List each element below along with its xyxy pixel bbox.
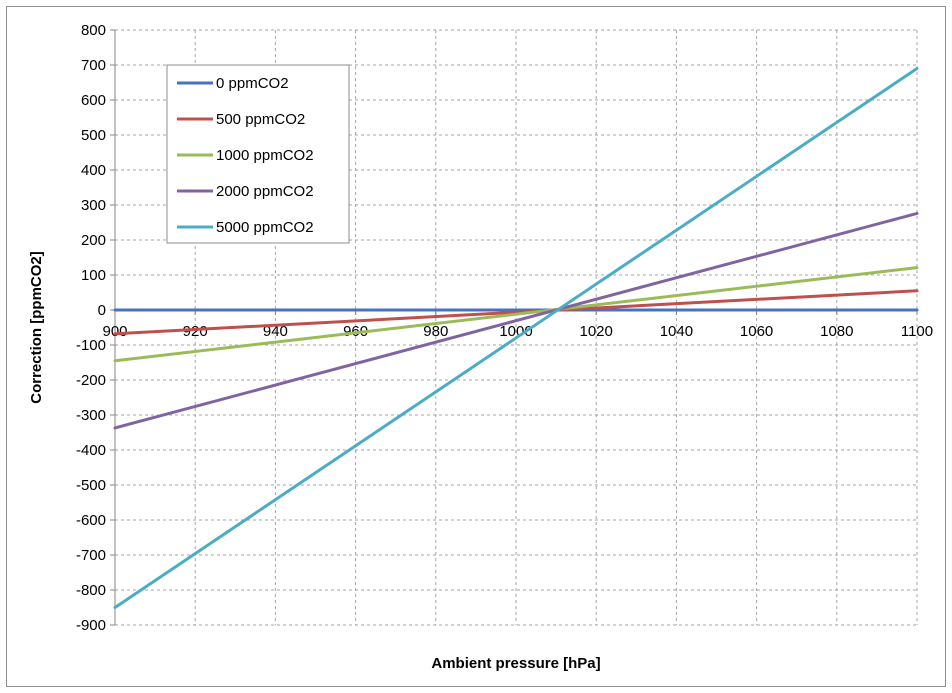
y-tick-label: 800 bbox=[81, 22, 106, 39]
x-tick-label: 1040 bbox=[660, 323, 693, 340]
y-tick-label: -200 bbox=[76, 372, 106, 389]
y-tick-label: 300 bbox=[81, 197, 106, 214]
x-tick-label: 940 bbox=[263, 323, 288, 340]
x-axis-label: Ambient pressure [hPa] bbox=[431, 655, 600, 672]
legend-label: 1000 ppmCO2 bbox=[216, 147, 314, 164]
x-tick-label: 900 bbox=[102, 323, 127, 340]
y-tick-label: 200 bbox=[81, 232, 106, 249]
y-tick-label: -400 bbox=[76, 442, 106, 459]
y-tick-label: 0 bbox=[98, 302, 106, 319]
legend-label: 5000 ppmCO2 bbox=[216, 219, 314, 236]
x-tick-label: 1080 bbox=[820, 323, 853, 340]
x-tick-labels: 900 920 940 960 980 1000 1020 1040 1060 1080 1100 bbox=[102, 323, 933, 340]
series-lines bbox=[113, 67, 919, 609]
x-tick-label: 980 bbox=[423, 323, 448, 340]
series-line bbox=[113, 67, 919, 609]
series-line bbox=[113, 289, 919, 336]
legend-label: 0 ppmCO2 bbox=[216, 75, 289, 92]
y-tick-labels: 800 700 600 500 400 300 200 100 0 -100 -200 -300 -40… bbox=[76, 22, 106, 634]
line-chart: 8007006005004003002001000-100-200-300-40… bbox=[28, 22, 933, 672]
y-tick-label: 400 bbox=[81, 162, 106, 179]
x-tick-label: 920 bbox=[183, 323, 208, 340]
y-tick-label: 700 bbox=[81, 57, 106, 74]
legend-label: 500 ppmCO2 bbox=[216, 111, 305, 128]
x-tick-label: 1020 bbox=[580, 323, 613, 340]
legend: 0 ppmCO2 500 ppmCO2 1000 ppmCO2 2000 ppmCO2… bbox=[166, 64, 350, 244]
y-tick-label: -500 bbox=[76, 477, 106, 494]
y-tick-label: -100 bbox=[76, 337, 106, 354]
y-tick-label: -900 bbox=[76, 617, 106, 634]
y-axis-label: Correction [ppmCO2] bbox=[28, 251, 45, 404]
chart-frame: 800 700 600 500 400 300 200 100 0 -100 -200 -300 -40… bbox=[6, 6, 946, 687]
y-tick-label: 100 bbox=[81, 267, 106, 284]
y-tick-label: -600 bbox=[76, 512, 106, 529]
y-tick-label: 500 bbox=[81, 127, 106, 144]
series-line bbox=[113, 266, 919, 363]
y-tick-label: 600 bbox=[81, 92, 106, 109]
y-tick-label: -700 bbox=[76, 547, 106, 564]
y-tick-label: -800 bbox=[76, 582, 106, 599]
legend-label: 2000 ppmCO2 bbox=[216, 183, 314, 200]
x-tick-label: 1000 bbox=[499, 323, 532, 340]
y-tick-label: -300 bbox=[76, 407, 106, 424]
x-tick-label: 1100 bbox=[901, 323, 933, 340]
x-tick-label: 1060 bbox=[740, 323, 773, 340]
series-line bbox=[113, 211, 919, 430]
